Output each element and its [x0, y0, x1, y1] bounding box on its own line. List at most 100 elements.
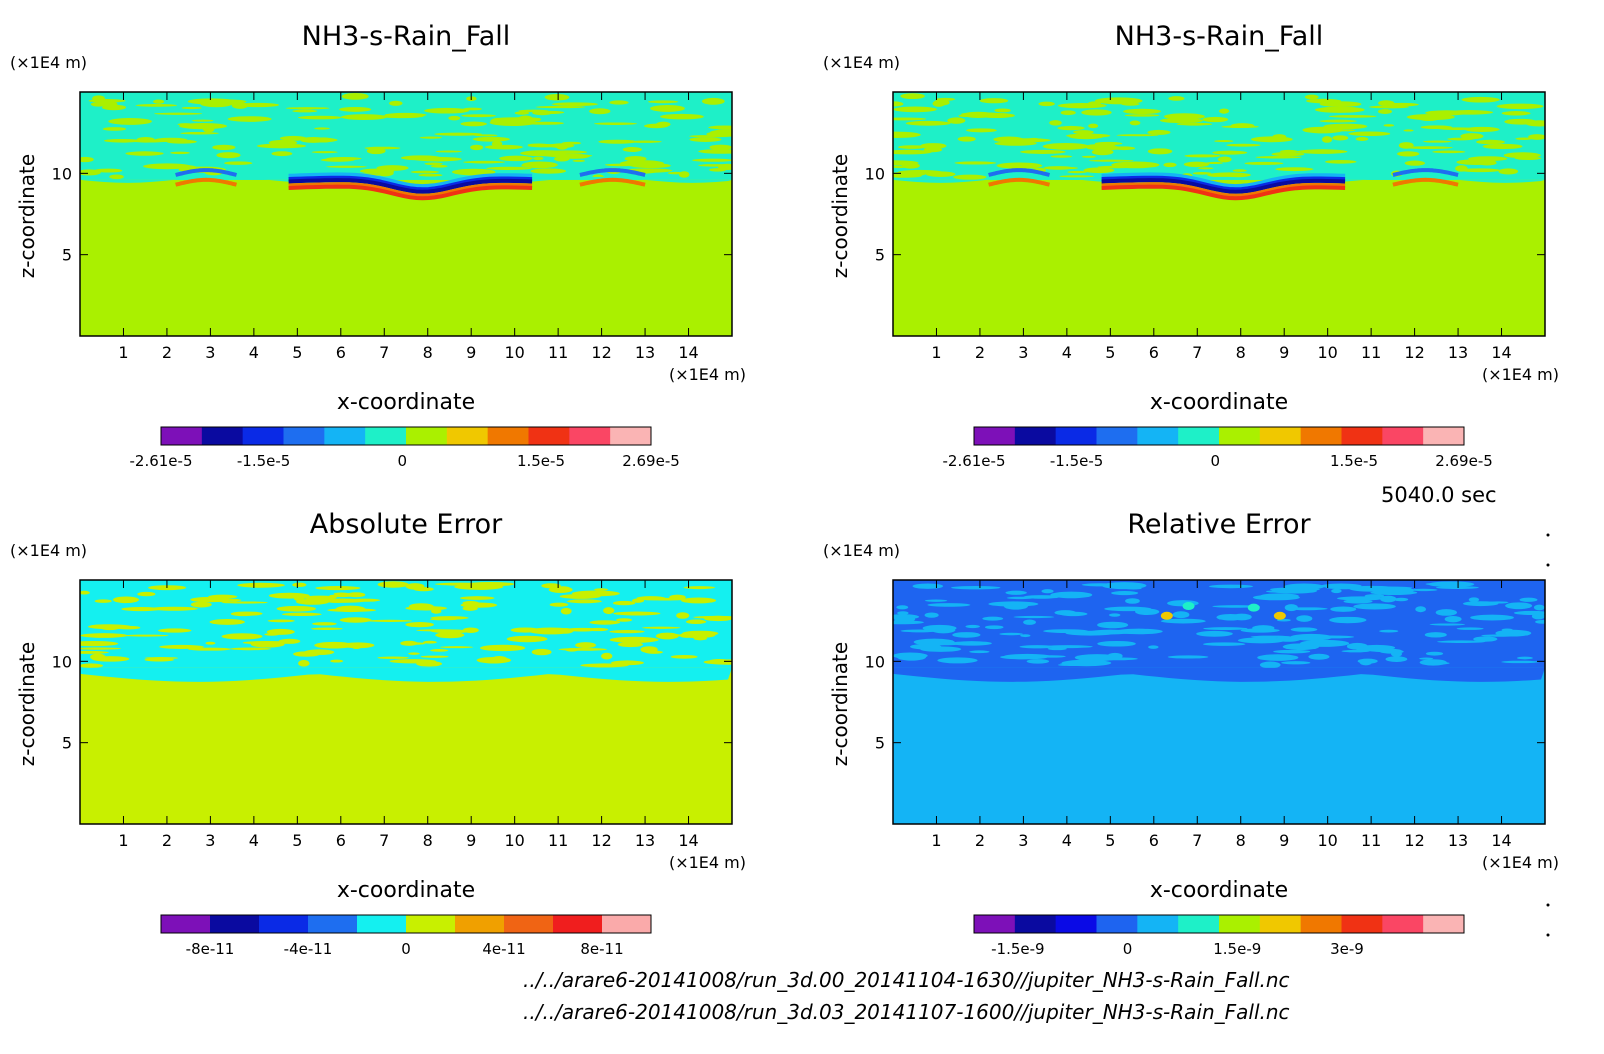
- heatmap-texture-blob: [295, 598, 330, 605]
- x-tick-label: 7: [379, 831, 389, 850]
- heatmap-texture-blob: [612, 600, 636, 606]
- heatmap-texture-blob: [1406, 113, 1455, 121]
- heatmap-texture-blob: [994, 108, 1011, 113]
- heatmap-texture-blob: [302, 595, 337, 600]
- heatmap-texture-blob: [609, 100, 629, 105]
- heatmap-texture-blob: [149, 164, 196, 169]
- heatmap-upper-band: [893, 92, 1545, 180]
- heatmap-texture-blob: [1013, 615, 1055, 619]
- heatmap-texture-blob: [544, 94, 570, 101]
- heatmap-texture-blob: [80, 640, 119, 647]
- heatmap-texture-blob: [472, 136, 510, 142]
- colorbar-tick-label: 4e-11: [482, 940, 525, 958]
- heatmap-texture-blob: [1047, 647, 1067, 651]
- heatmap-texture-blob: [311, 151, 338, 154]
- y-tick-label: 10: [865, 164, 885, 183]
- colorbar-tick-label: 2.69e-5: [622, 452, 680, 470]
- heatmap-texture-blob: [377, 656, 409, 659]
- heatmap-texture-blob: [479, 644, 526, 652]
- heatmap-texture-blob: [231, 101, 249, 109]
- colorbar-swatch: [569, 427, 611, 445]
- heatmap-texture-blob: [1487, 601, 1509, 604]
- heatmap-texture-blob: [330, 659, 344, 663]
- heatmap-texture-blob: [1059, 175, 1095, 178]
- heatmap-texture-blob: [405, 622, 434, 628]
- colorbar-frame: [160, 426, 652, 446]
- heatmap-texture-blob: [1377, 109, 1393, 114]
- heatmap-texture-blob: [115, 625, 141, 630]
- heatmap-texture-blob: [1214, 140, 1234, 143]
- chart-title: NH3-s-Rain_Fall: [1115, 21, 1324, 52]
- heatmap-texture-blob: [1183, 161, 1210, 168]
- y-axis-label: z-coordinate: [15, 642, 39, 766]
- heatmap-texture-blob: [1343, 599, 1373, 604]
- heatmap-band-edge: [893, 667, 1545, 682]
- y-tick-label: 10: [865, 652, 885, 671]
- x-tick-label: 4: [249, 343, 259, 362]
- heatmap-texture-blob: [109, 174, 124, 180]
- x-tick-label: 5: [1105, 831, 1115, 850]
- heatmap-texture-blob: [1172, 611, 1190, 619]
- x-tick-label: 6: [1149, 831, 1159, 850]
- heatmap-texture-blob: [1255, 156, 1302, 159]
- y-tick-label: 10: [52, 652, 72, 671]
- heatmap-texture-blob: [893, 149, 932, 155]
- colorbar-tick-label: -8e-11: [186, 940, 235, 958]
- heatmap-texture-blob: [1504, 118, 1537, 125]
- heatmap-texture-blob: [1355, 137, 1369, 141]
- heatmap-texture-blob: [366, 147, 386, 155]
- heatmap-texture-blob: [461, 114, 496, 118]
- heatmap-texture-blob: [101, 626, 119, 631]
- heatmap-texture-blob: [624, 156, 647, 162]
- heatmap-texture-blob: [1404, 160, 1426, 166]
- heatmap-texture-blob: [312, 622, 337, 626]
- heatmap-texture-blob: [1125, 587, 1142, 590]
- heatmap-texture-blob: [1219, 108, 1230, 114]
- heatmap-texture-blob: [1004, 138, 1051, 143]
- x-tick-label: 2: [975, 831, 985, 850]
- x-axis-label: x-coordinate: [337, 390, 475, 415]
- heatmap-texture-blob: [1163, 113, 1205, 120]
- colorbar-swatch: [602, 915, 652, 933]
- heatmap-texture-blob: [1513, 610, 1545, 616]
- heatmap-texture-blob: [454, 584, 504, 590]
- heatmap-texture-blob: [1049, 120, 1062, 126]
- heatmap-texture-blob: [1023, 619, 1036, 625]
- heatmap-texture-blob: [682, 630, 719, 637]
- heatmap-texture-blob: [413, 156, 462, 162]
- colorbar-tick-label: 3e-9: [1330, 940, 1364, 958]
- heatmap-texture-blob: [535, 105, 586, 109]
- heatmap-texture-blob: [1196, 630, 1233, 637]
- heatmap-arc: [1101, 184, 1346, 201]
- heatmap-arc: [1392, 168, 1459, 177]
- x-tick-label: 4: [1062, 831, 1072, 850]
- heatmap-texture-blob: [1279, 149, 1298, 153]
- heatmap-texture-blob: [1404, 146, 1453, 150]
- heatmap-texture-blob: [451, 168, 496, 176]
- x-tick-label: 12: [591, 343, 611, 362]
- heatmap-texture-blob: [329, 594, 354, 598]
- heatmap-texture-blob: [580, 663, 629, 668]
- x-tick-label: 10: [1317, 343, 1337, 362]
- heatmap-texture-blob: [490, 117, 535, 125]
- heatmap-texture-blob: [470, 144, 484, 151]
- heatmap-texture-blob: [108, 117, 153, 125]
- heatmap-texture-blob: [1184, 154, 1221, 158]
- heatmap-texture-blob: [208, 594, 238, 599]
- heatmap-texture-blob: [1429, 623, 1466, 626]
- heatmap-texture-blob: [359, 168, 395, 174]
- x-tick-label: 14: [1491, 831, 1511, 850]
- heatmap-texture-blob: [1328, 115, 1377, 118]
- heatmap-texture-blob: [1111, 590, 1139, 596]
- colorbar-swatch: [974, 427, 1016, 445]
- heatmap-arc: [1101, 178, 1346, 194]
- heatmap-texture-blob: [80, 156, 94, 163]
- heatmap-texture-blob: [1066, 133, 1111, 138]
- heatmap-texture-blob: [560, 607, 572, 615]
- heatmap-texture-blob: [1020, 149, 1066, 154]
- x-axis-label: x-coordinate: [337, 878, 475, 903]
- x-tick-label: 10: [504, 831, 524, 850]
- heatmap-texture-blob: [1160, 618, 1206, 624]
- x-tick-label: 11: [1361, 831, 1381, 850]
